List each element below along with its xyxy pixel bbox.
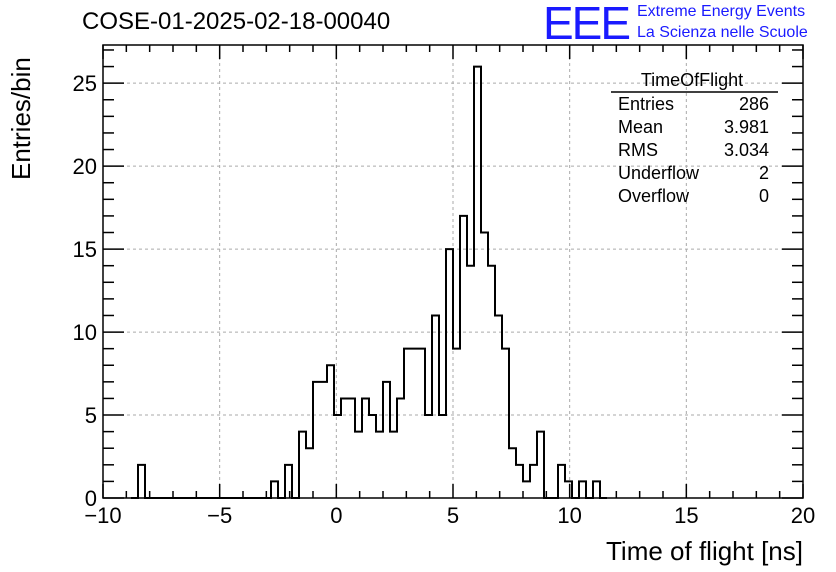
x-tick-labels: −10 −5 0 5 10 15 20 (84, 503, 815, 528)
histogram-bin (418, 349, 425, 498)
histogram-bin (467, 266, 474, 498)
logo-caption-line1: Extreme Energy Events (637, 3, 806, 20)
logo-caption-line2: La Scienza nelle Scuole (637, 24, 808, 41)
histogram-bin (327, 365, 334, 498)
histogram-bin (432, 315, 439, 498)
histogram-bin (488, 266, 495, 498)
x-tick-label: 15 (674, 503, 698, 528)
stats-row-label: Mean (618, 117, 663, 137)
stats-row-label: Overflow (618, 186, 690, 206)
histogram-bin (348, 398, 355, 498)
stats-row-value: 0 (759, 186, 769, 206)
histogram-bin (460, 216, 467, 498)
histogram-bin (565, 481, 572, 498)
y-tick-labels: 0 5 10 15 20 25 (73, 71, 97, 511)
histogram-bin (495, 315, 502, 498)
stats-row-label: RMS (618, 140, 658, 160)
stats-row-label: Underflow (618, 163, 700, 183)
x-tick-label: 5 (447, 503, 459, 528)
histogram-bin (523, 481, 530, 498)
y-axis-label: Entries/bin (6, 57, 36, 180)
histogram-bin (138, 465, 145, 498)
histogram-bin (446, 249, 453, 498)
histogram-bin (537, 432, 544, 498)
histogram-bin (411, 349, 418, 498)
histogram-bin (509, 448, 516, 498)
y-tick-label: 15 (73, 237, 97, 262)
x-tick-label: −5 (207, 503, 232, 528)
x-tick-label: 10 (557, 503, 581, 528)
histogram-bin (369, 415, 376, 498)
x-tick-label: −10 (84, 503, 121, 528)
histogram-bin (481, 233, 488, 498)
histogram-bins (138, 67, 600, 498)
axis-ticks (102, 45, 804, 499)
stats-row-value: 3.034 (724, 140, 769, 160)
histogram-bin (271, 481, 278, 498)
stats-title: TimeOfFlight (641, 70, 743, 90)
stats-row-value: 3.981 (724, 117, 769, 137)
histogram-bin (285, 465, 292, 498)
histogram-bin (390, 432, 397, 498)
histogram-bin (516, 465, 523, 498)
histogram-bin (306, 448, 313, 498)
histogram-bin (383, 382, 390, 498)
histogram-bin (334, 415, 341, 498)
y-tick-label: 20 (73, 154, 97, 179)
stats-row-label: Entries (618, 94, 674, 114)
stats-row-value: 2 (759, 163, 769, 183)
histogram-bin (376, 432, 383, 498)
eee-logo: EEE (543, 0, 631, 49)
y-tick-label: 0 (85, 486, 97, 511)
histogram-bin (313, 382, 320, 498)
x-tick-label: 20 (791, 503, 815, 528)
histogram-bin (341, 398, 348, 498)
y-tick-label: 5 (85, 403, 97, 428)
stats-rows: Entries 286 Mean 3.981 RMS 3.034 Underflow 2 Ove… (618, 94, 769, 206)
histogram-bin (439, 415, 446, 498)
y-tick-label: 10 (73, 320, 97, 345)
histogram-bin (558, 465, 565, 498)
histogram-bin (299, 432, 306, 498)
histogram-bin (530, 465, 537, 498)
histogram-bin (593, 481, 600, 498)
histogram-bin (397, 398, 404, 498)
run-title: COSE-01-2025-02-18-00040 (82, 8, 391, 35)
stats-box: TimeOfFlight Entries 286 Mean 3.981 RMS 3.034… (611, 70, 778, 206)
histogram-bin (425, 415, 432, 498)
histogram-bin (474, 67, 481, 498)
histogram-bin (404, 349, 411, 498)
histogram-bin (502, 349, 509, 498)
histogram-bin (355, 432, 362, 498)
x-tick-label: 0 (330, 503, 342, 528)
x-axis-label: Time of flight [ns] (606, 536, 803, 566)
histogram-bin (362, 398, 369, 498)
histogram-bin (453, 349, 460, 498)
y-tick-label: 25 (73, 71, 97, 96)
histogram-bin (579, 481, 586, 498)
histogram-bin (320, 382, 327, 498)
stats-row-value: 286 (739, 94, 769, 114)
